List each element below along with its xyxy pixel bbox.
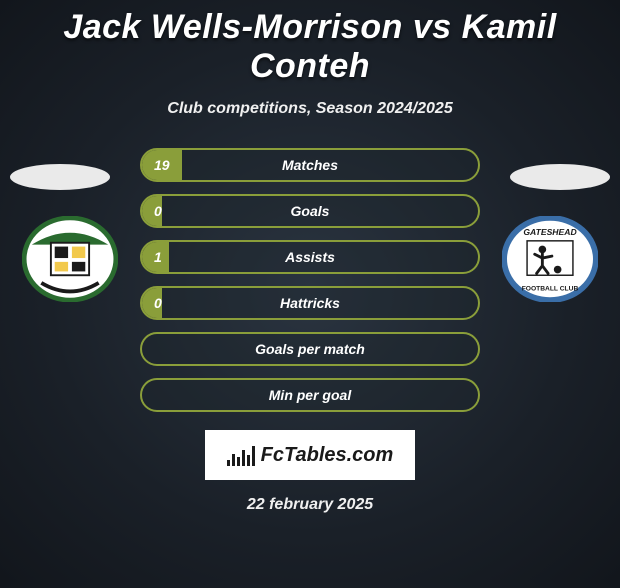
stat-label: Goals per match xyxy=(255,341,365,357)
stat-label: Matches xyxy=(282,157,338,173)
page-subtitle: Club competitions, Season 2024/2025 xyxy=(0,100,620,118)
stats-list: 19 Matches 0 Goals 1 Assists 0 Hattricks Goals p… xyxy=(140,148,480,412)
stat-row: 1 Assists xyxy=(140,240,480,274)
page-title: Jack Wells-Morrison vs Kamil Conteh xyxy=(0,8,620,86)
stat-row: 19 Matches xyxy=(140,148,480,182)
player-photo-left xyxy=(10,164,110,190)
stat-value-left: 19 xyxy=(142,150,182,180)
stat-value-left: 0 xyxy=(142,288,174,318)
stat-value-left: 0 xyxy=(142,196,174,226)
club-badge-left xyxy=(22,216,118,302)
stat-label: Min per goal xyxy=(269,387,351,403)
footer-date: 22 february 2025 xyxy=(0,496,620,514)
player-photo-right xyxy=(510,164,610,190)
stat-row: 0 Goals xyxy=(140,194,480,228)
stat-value-left: 1 xyxy=(142,242,174,272)
club-badge-right: GATESHEAD FOOTBALL CLUB xyxy=(502,216,598,302)
svg-text:GATESHEAD: GATESHEAD xyxy=(523,227,576,237)
stat-row: Goals per match xyxy=(140,332,480,366)
stat-label: Hattricks xyxy=(280,295,340,311)
brand-logo-icon xyxy=(227,444,255,466)
comparison-area: GATESHEAD FOOTBALL CLUB 19Matches0Goals1… xyxy=(0,148,620,412)
brand-box: FcTables.com xyxy=(205,430,415,480)
stat-label: Goals xyxy=(291,203,330,219)
brand-text: FcTables.com xyxy=(261,444,394,467)
stat-row: 0 Hattricks xyxy=(140,286,480,320)
svg-text:FOOTBALL CLUB: FOOTBALL CLUB xyxy=(522,286,579,293)
stat-row: Min per goal xyxy=(140,378,480,412)
stat-label: Assists xyxy=(285,249,335,265)
